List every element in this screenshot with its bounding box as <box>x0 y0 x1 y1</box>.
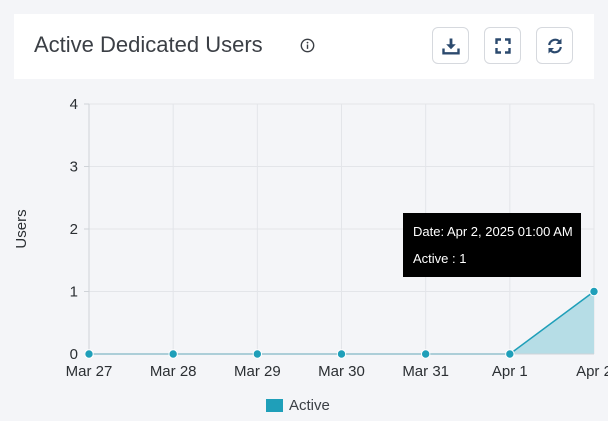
x-tick-label: Mar 30 <box>318 363 365 380</box>
tooltip-date: Date: Apr 2, 2025 01:00 AM <box>413 224 573 239</box>
data-point <box>252 349 263 359</box>
data-point <box>420 349 431 359</box>
refresh-icon <box>547 38 562 53</box>
download-button[interactable] <box>432 27 469 64</box>
x-tick-label: Mar 28 <box>150 363 197 380</box>
data-point <box>589 286 599 297</box>
x-tick-label: Apr 2 <box>576 363 608 380</box>
data-point <box>168 349 178 359</box>
data-point <box>84 349 94 359</box>
data-point <box>505 349 515 359</box>
y-tick-label: 3 <box>70 159 78 176</box>
y-tick-label: 0 <box>70 346 78 363</box>
y-tick-label: 2 <box>70 221 78 238</box>
info-icon[interactable] <box>300 38 315 53</box>
legend-item-active[interactable]: Active <box>266 396 330 414</box>
download-icon <box>441 38 460 54</box>
data-point <box>336 349 347 359</box>
tooltip-value: Active : 1 <box>413 251 467 266</box>
chart-points <box>84 286 599 359</box>
x-tick-label: Mar 27 <box>66 363 113 380</box>
fullscreen-button[interactable] <box>484 27 521 64</box>
refresh-button[interactable] <box>536 27 573 64</box>
chart-tooltip: Date: Apr 2, 2025 01:00 AM Active : 1 <box>403 213 581 277</box>
fullscreen-icon <box>494 37 511 54</box>
y-axis-title: Users <box>13 209 30 248</box>
x-tick-label: Apr 1 <box>492 363 528 380</box>
legend-label: Active <box>289 396 330 414</box>
x-tick-label: Mar 31 <box>402 363 449 380</box>
chart-title: Active Dedicated Users <box>34 32 263 57</box>
chart-header: Active Dedicated Users <box>14 14 594 79</box>
legend-swatch <box>266 398 283 412</box>
x-tick-label: Mar 29 <box>234 363 281 380</box>
y-tick-label: 4 <box>70 96 78 113</box>
series-area-fill <box>89 291 594 354</box>
y-tick-label: 1 <box>70 284 78 301</box>
